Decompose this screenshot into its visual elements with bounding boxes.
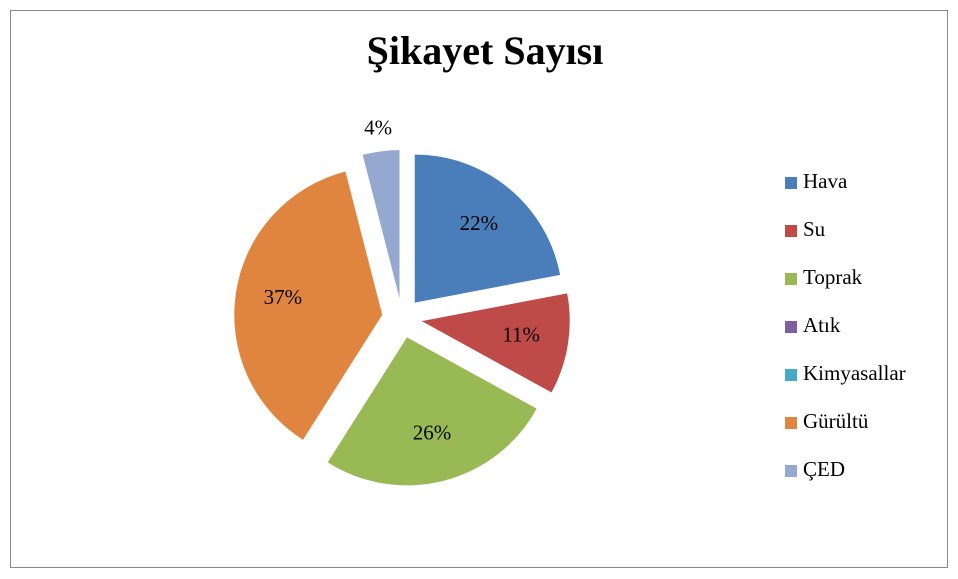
- legend-label: Toprak: [803, 265, 863, 289]
- legend-swatch: [785, 465, 797, 477]
- legend-swatch: [785, 369, 797, 381]
- legend-label: Atık: [803, 313, 841, 337]
- pie-slice: [234, 171, 383, 440]
- legend-swatch: [785, 177, 797, 189]
- data-label: 26%: [413, 421, 452, 445]
- legend-label: Su: [803, 217, 826, 241]
- data-label: 4%: [364, 115, 392, 139]
- pie-slice: [421, 293, 570, 393]
- pie-slice: [414, 154, 561, 303]
- legend-label: Hava: [803, 169, 848, 193]
- pie-slice: [327, 337, 537, 486]
- chart-title: Şikayet Sayısı: [367, 28, 604, 73]
- data-label: 11%: [502, 323, 540, 347]
- legend-swatch: [785, 321, 797, 333]
- legend-label: Kimyasallar: [803, 361, 906, 385]
- data-label: 22%: [460, 211, 499, 235]
- legend-label: ÇED: [803, 457, 845, 481]
- legend-swatch: [785, 417, 797, 429]
- legend-swatch: [785, 225, 797, 237]
- pie-slice: [362, 150, 400, 299]
- data-label: 37%: [264, 285, 303, 309]
- legend-label: Gürültü: [803, 409, 869, 433]
- legend-swatch: [785, 273, 797, 285]
